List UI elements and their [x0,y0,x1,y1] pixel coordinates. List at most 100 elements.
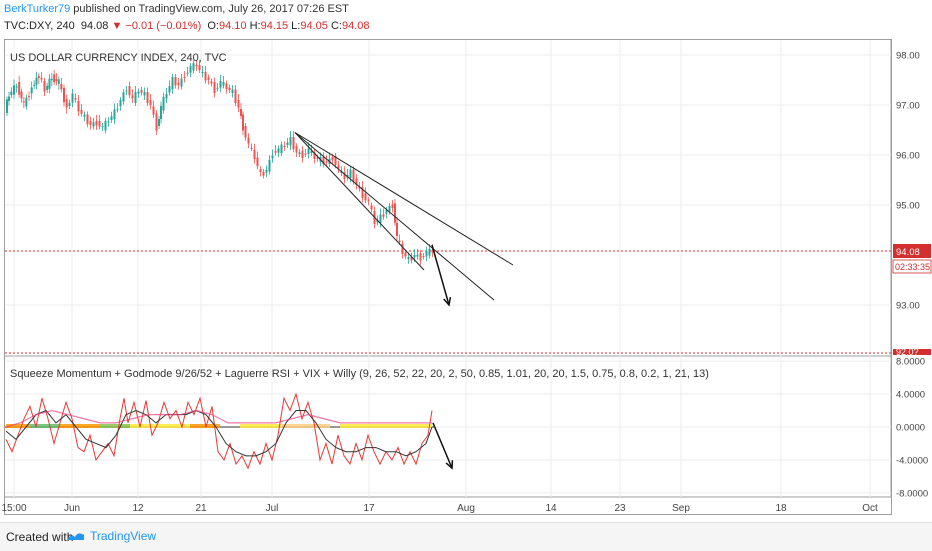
candle-body [367,200,370,202]
candle-body [310,150,313,153]
tradingview-logo-icon [68,533,84,540]
candle-body [419,253,422,261]
candle-body [80,110,83,114]
indicator-tick-label: 8.0000 [896,357,925,368]
candle-body [137,91,140,94]
squeeze-band [6,424,30,428]
indicator-tick-label: 4.0000 [896,390,925,401]
indicator-pane-title: Squeeze Momentum + Godmode 9/26/52 + Lag… [10,368,709,380]
candle-body [413,255,416,258]
grid-lines [5,40,892,498]
squeeze-band [130,424,190,428]
candle-body [158,119,160,126]
candle-body [110,116,113,120]
candle-body [394,203,396,223]
squeeze-band [190,424,220,428]
candle-body [410,257,413,261]
candle-body [77,101,80,112]
candle-body [116,109,119,111]
candle-body [48,78,51,89]
candle-body [334,156,337,166]
axis-labels: 15:00 Jun 12 21 Jul 17 Aug 14 23 Sep 18 Oct 98.00 97.… [1,51,932,514]
candle-body [195,64,198,67]
candle-body [428,248,431,256]
candle-body [277,148,280,153]
candle-body [177,82,180,85]
author-link[interactable]: BerkTurker79 [4,3,71,15]
indicator-tick-label: -4.0000 [896,455,928,466]
candle-body [74,98,77,100]
candle-body [364,193,367,201]
candle-body [244,126,247,138]
candle-body [180,78,183,87]
candle-body [398,240,401,242]
trend-line [294,132,425,271]
candle-body [30,87,33,94]
symbol-label: TVC:DXY, 240 [4,20,75,32]
x-tick-label: 17 [363,503,375,514]
squeeze-band [240,424,280,428]
candle-body [83,114,86,117]
candle-body [404,252,407,257]
candle-body [358,186,361,189]
x-tick-label: Jul [266,503,279,514]
chart-canvas[interactable]: 15:00 Jun 12 21 Jul 17 Aug 14 23 Sep 18 Oct 98.00 97.… [0,0,932,520]
candle-body [274,151,277,153]
candle-body [57,79,60,84]
candle-body [146,92,149,103]
candle-body [128,86,131,96]
candle-body [192,63,195,71]
candle-body [13,85,15,95]
candle-body [89,121,92,125]
candle-body [189,66,192,73]
candle-body [331,157,334,161]
candle-body [53,74,56,83]
candle-body [63,87,65,103]
squeeze-band [60,424,100,428]
candle-body [107,121,110,123]
candle-body [250,148,253,149]
last-value: 94.08 [80,20,109,32]
candle-body [104,120,107,131]
candle-body [155,113,158,131]
x-tick-label: Sep [672,503,690,514]
last-price-tag [893,244,931,258]
candle-body [101,126,104,127]
candle-body [8,96,10,101]
candle-body [265,170,268,173]
candle-body [240,109,242,116]
price-tick-label: 95.00 [896,201,920,212]
candle-body [295,146,298,153]
candle-body [143,92,146,96]
candle-body [18,82,21,95]
price-candles [6,60,434,265]
created-with-text: Created with [6,530,74,544]
indicator-arrow [432,422,453,469]
price-tick-label: 97.00 [896,101,920,112]
candle-body [131,95,134,99]
squeeze-band [280,424,330,428]
candle-body [201,72,204,73]
close-value: 94.08 [341,20,370,32]
candle-body [401,243,404,254]
price-arrow [431,244,450,306]
candle-body [95,120,98,126]
tradingview-link[interactable]: TradingView [66,529,156,543]
candle-body [268,159,271,172]
price-tick-label: 96.00 [896,151,920,162]
candle-body [92,122,95,127]
candle-body [165,94,168,99]
footer-bar: Created with TradingView [0,522,932,551]
indicator-series-line [5,409,433,457]
candle-body [292,137,295,150]
publish-info: BerkTurker79 published on TradingView.co… [4,3,349,15]
candle-body [407,257,410,260]
candle-body [256,157,259,167]
x-tick-label: 21 [195,503,207,514]
x-tick-label: Oct [862,503,878,514]
candle-body [262,172,265,176]
candle-body [22,101,25,103]
candle-body [396,222,398,236]
candle-body [286,142,289,145]
indicator-tick-label: 0.0000 [896,423,925,434]
